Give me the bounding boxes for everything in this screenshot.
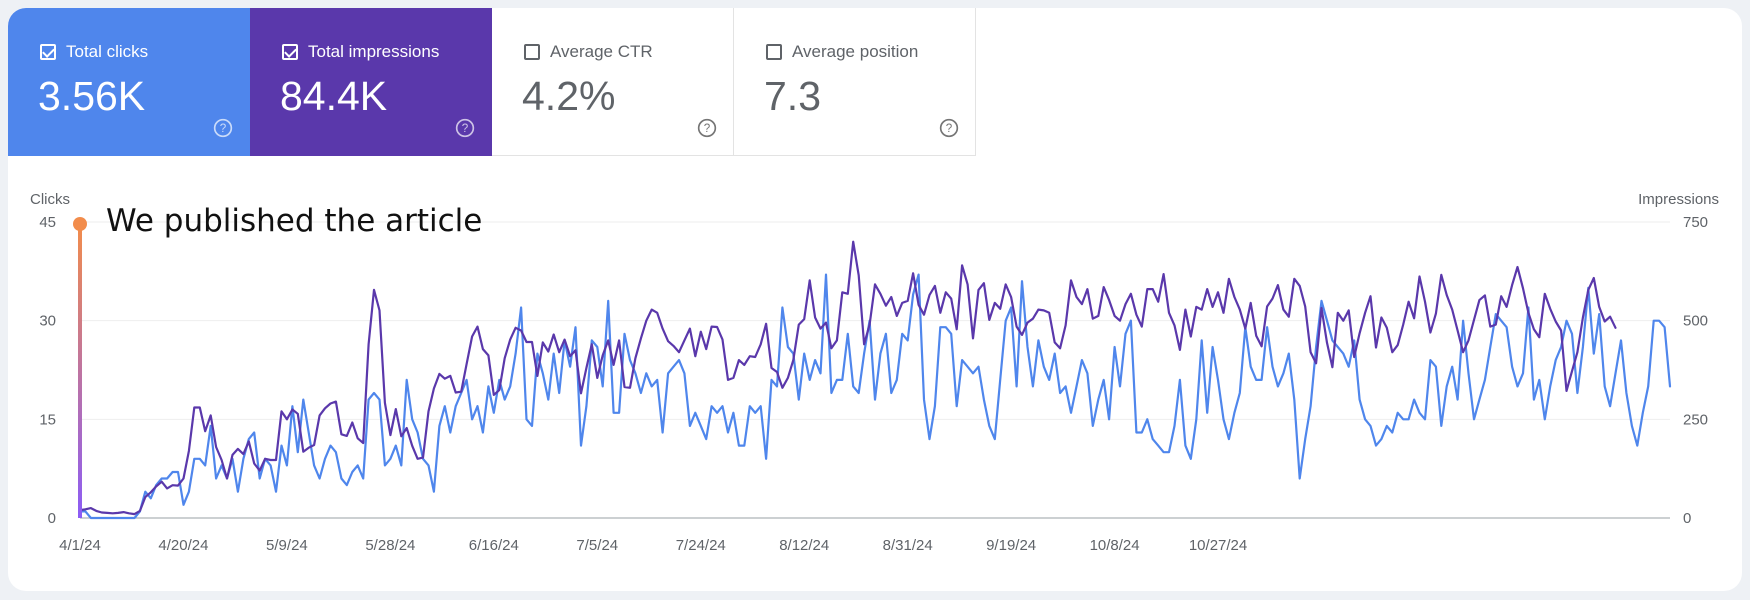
annotation-line [78, 224, 82, 518]
checkbox-unchecked-icon[interactable] [524, 44, 540, 60]
x-axis-tick-label: 5/9/24 [266, 537, 308, 554]
x-axis-tick-label: 4/20/24 [158, 537, 208, 554]
x-axis-tick-label: 4/1/24 [59, 537, 101, 554]
metric-tabs: Total clicks 3.56K ? Total impressions 8… [8, 8, 976, 156]
metric-label: Average position [792, 42, 919, 61]
right-axis-title: Impressions [1638, 191, 1719, 208]
checkbox-unchecked-icon[interactable] [766, 44, 782, 60]
svg-text:?: ? [462, 122, 469, 135]
performance-card: Total clicks 3.56K ? Total impressions 8… [8, 8, 1742, 591]
left-axis-tick-label: 15 [39, 411, 56, 428]
x-axis-tick-label: 8/31/24 [883, 537, 933, 554]
help-icon[interactable]: ? [939, 118, 959, 138]
metric-label: Total impressions [308, 42, 440, 61]
metric-average-position[interactable]: Average position 7.3 ? [734, 8, 976, 156]
help-icon[interactable]: ? [455, 118, 475, 138]
metric-value: 7.3 [764, 73, 821, 119]
help-icon[interactable]: ? [697, 118, 717, 138]
x-axis-tick-label: 5/28/24 [365, 537, 415, 554]
help-icon[interactable]: ? [213, 118, 233, 138]
x-axis-tick-label: 7/5/24 [576, 537, 618, 554]
svg-text:?: ? [946, 122, 953, 135]
checkbox-checked-icon[interactable] [282, 44, 298, 60]
checkbox-checked-icon[interactable] [40, 44, 56, 60]
left-axis-tick-label: 30 [39, 313, 56, 330]
annotation-marker [73, 217, 87, 231]
svg-text:?: ? [220, 122, 227, 135]
metric-value: 3.56K [38, 73, 146, 119]
right-axis-tick-label: 250 [1683, 411, 1708, 428]
x-axis-tick-label: 7/24/24 [676, 537, 726, 554]
x-axis-tick-label: 10/8/24 [1090, 537, 1140, 554]
series-line-total-clicks [78, 273, 1672, 520]
right-axis-tick-label: 750 [1683, 214, 1708, 231]
right-axis-tick-label: 0 [1683, 510, 1691, 527]
svg-text:?: ? [704, 122, 711, 135]
metric-label: Average CTR [550, 42, 653, 61]
metric-total-impressions[interactable]: Total impressions 84.4K ? [250, 8, 492, 156]
right-axis-tick-label: 500 [1683, 313, 1708, 330]
left-axis-title: Clicks [30, 191, 70, 208]
metric-total-clicks[interactable]: Total clicks 3.56K ? [8, 8, 250, 156]
x-axis-tick-label: 6/16/24 [469, 537, 519, 554]
metric-value: 4.2% [522, 73, 616, 119]
metric-label: Total clicks [66, 42, 149, 61]
series-line-total-impressions [78, 240, 1617, 516]
x-axis-tick-label: 10/27/24 [1189, 537, 1247, 554]
x-axis-tick-label: 9/19/24 [986, 537, 1036, 554]
left-axis-tick-label: 45 [39, 214, 56, 231]
annotation-label: We published the article [106, 203, 482, 239]
metric-value: 84.4K [280, 73, 388, 119]
left-axis-tick-label: 0 [48, 510, 56, 527]
x-axis-tick-label: 8/12/24 [779, 537, 829, 554]
metric-average-ctr[interactable]: Average CTR 4.2% ? [492, 8, 734, 156]
